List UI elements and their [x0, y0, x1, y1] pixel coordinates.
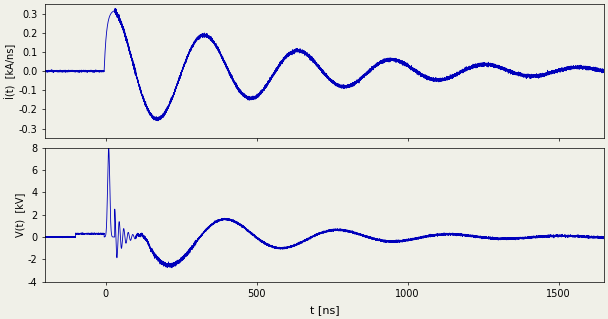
X-axis label: t [ns]: t [ns]	[309, 305, 339, 315]
Y-axis label: İ(t)  [kA/ns]: İ(t) [kA/ns]	[4, 43, 16, 99]
Y-axis label: V(t)  [kV]: V(t) [kV]	[15, 192, 25, 237]
